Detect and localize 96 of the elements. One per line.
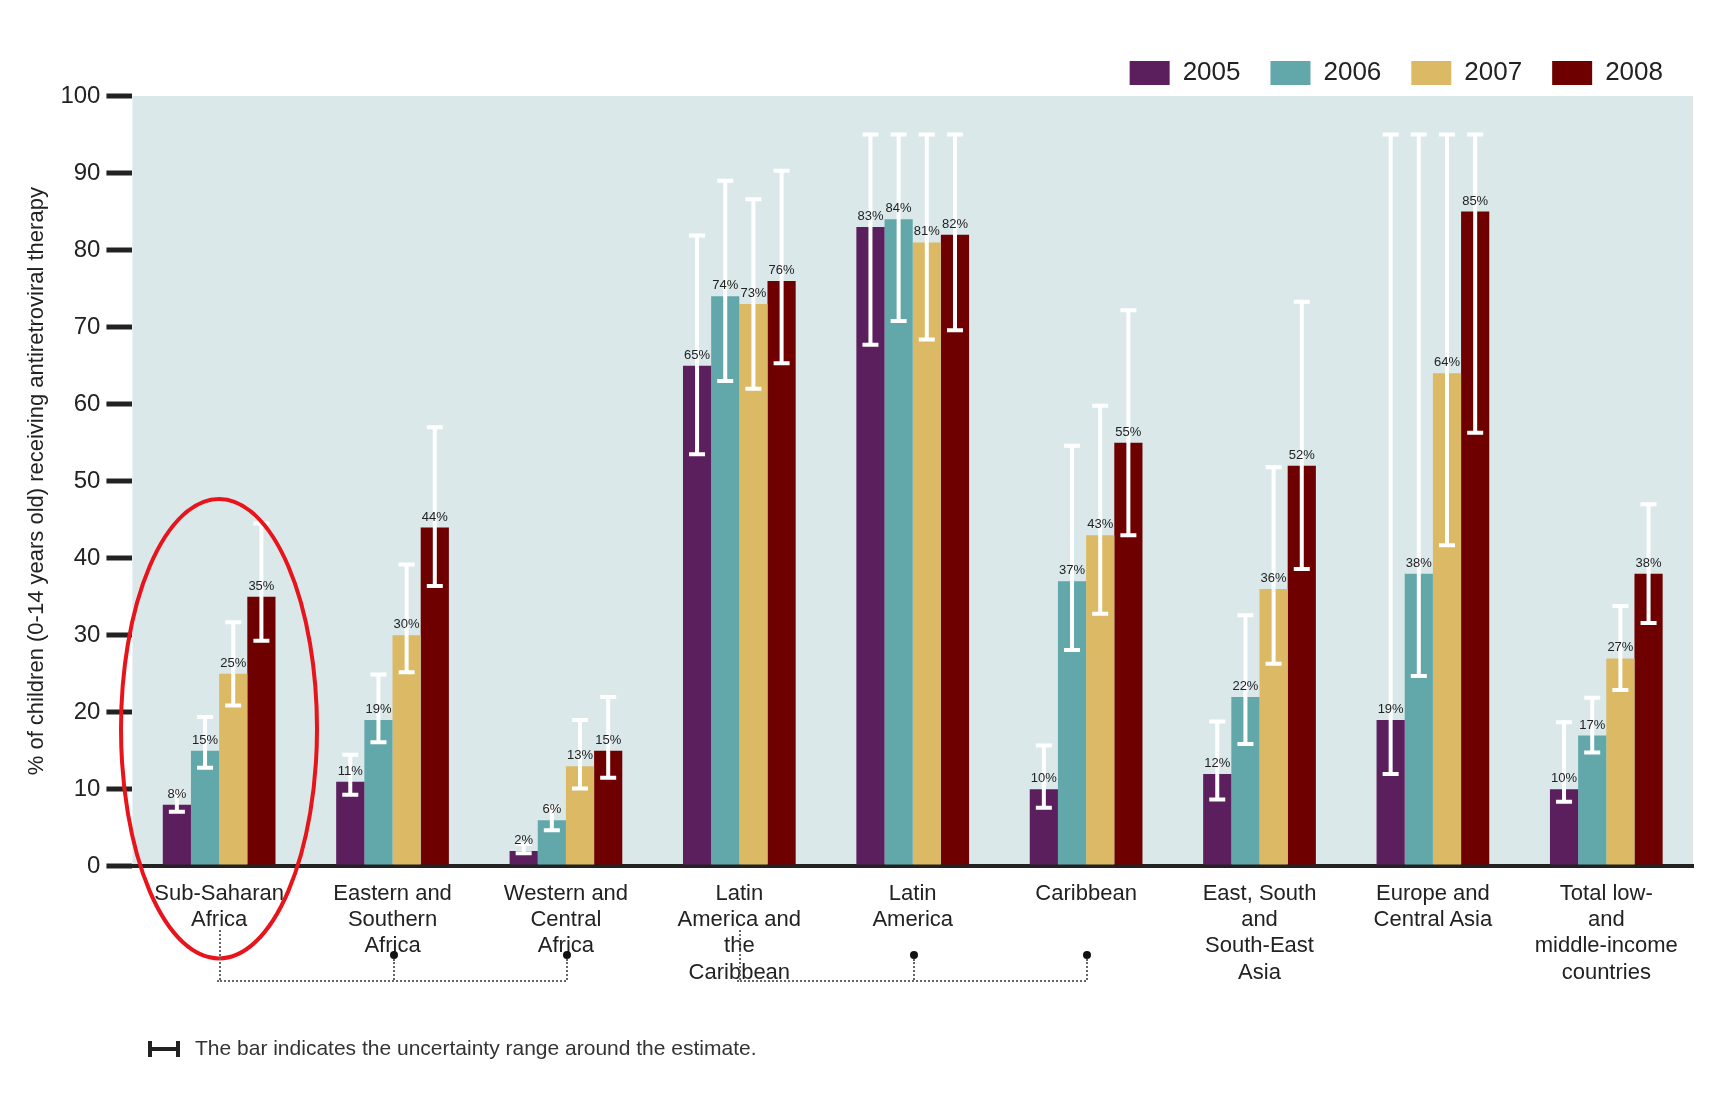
y-tick-label: 50 <box>73 465 101 493</box>
bar <box>537 820 566 865</box>
bar <box>1432 373 1462 865</box>
bar <box>1086 535 1115 865</box>
data-label: 19% <box>1377 701 1405 717</box>
bar <box>884 219 913 865</box>
y-tick-label: 100 <box>60 80 101 108</box>
y-tick-label: 30 <box>73 619 101 647</box>
data-label: 13% <box>567 747 594 763</box>
data-label: 55% <box>1115 423 1142 439</box>
bar <box>219 673 248 865</box>
bar <box>856 226 885 865</box>
bar <box>940 234 970 865</box>
data-label: 35% <box>248 577 275 593</box>
bar <box>767 280 796 865</box>
data-label: 52% <box>1288 446 1316 462</box>
text: The bar indicates the uncertainty range around the estimate. <box>195 1036 757 1060</box>
bar <box>190 750 220 865</box>
x-tick-label: Total low- and middle-income countries <box>1534 879 1678 984</box>
data-label: 17% <box>1579 716 1606 732</box>
bar <box>565 766 595 865</box>
data-label: 27% <box>1607 639 1634 655</box>
data-label: 10% <box>1030 770 1058 786</box>
legend-label: 2008 <box>1605 56 1663 87</box>
y-tick-label: 10 <box>73 773 101 801</box>
bar <box>247 596 276 865</box>
bar <box>1259 589 1288 865</box>
data-label: 6% <box>542 801 562 817</box>
data-label: 2% <box>514 832 534 848</box>
bar <box>1287 465 1316 865</box>
bar <box>1376 720 1405 865</box>
data-label: 22% <box>1232 677 1259 693</box>
data-label: 84% <box>885 200 913 216</box>
bar <box>336 781 365 865</box>
bar <box>1634 573 1663 865</box>
data-label: 83% <box>857 208 884 224</box>
bar <box>1549 789 1579 865</box>
bar <box>1029 789 1058 865</box>
bar <box>1404 573 1433 865</box>
data-label: 38% <box>1405 554 1433 570</box>
x-tick-label: Sub-Saharan Africa <box>154 879 284 932</box>
data-label: 8% <box>167 785 187 801</box>
data-label: 12% <box>1204 755 1231 771</box>
data-label: 25% <box>220 654 247 670</box>
data-label: 37% <box>1059 562 1086 578</box>
data-label: 73% <box>740 285 767 301</box>
x-tick-label: Europe and Central Asia <box>1373 879 1493 932</box>
data-label: 65% <box>684 346 711 362</box>
y-tick-label: 90 <box>73 157 101 185</box>
bar <box>594 750 623 865</box>
x-tick-label: Western and Central Africa <box>503 879 629 958</box>
data-label: 81% <box>913 223 941 239</box>
data-label: 44% <box>421 508 449 524</box>
data-label: 10% <box>1551 770 1578 786</box>
bar <box>1114 442 1143 865</box>
bar <box>1606 658 1635 865</box>
data-label: 30% <box>393 616 421 632</box>
bar <box>392 635 421 865</box>
data-label: 19% <box>365 701 392 717</box>
y-tick-label: 20 <box>73 696 101 724</box>
data-label: 15% <box>192 731 219 747</box>
data-label: 64% <box>1433 354 1461 370</box>
legend-label: 2005 <box>1182 56 1241 87</box>
x-tick-label: Latin America <box>872 879 954 932</box>
data-label: 74% <box>712 277 739 293</box>
y-tick-label: 0 <box>87 851 101 879</box>
bar <box>739 304 768 865</box>
y-tick-label: 80 <box>73 234 101 262</box>
bar <box>1203 773 1232 865</box>
bar <box>420 527 449 865</box>
bar <box>1578 735 1607 865</box>
bar <box>364 720 393 865</box>
legend-label: 2006 <box>1323 56 1382 87</box>
y-tick-label: 60 <box>73 388 101 416</box>
data-label: 36% <box>1260 570 1288 586</box>
legend-label: 2007 <box>1464 56 1523 87</box>
bar <box>162 804 191 865</box>
data-label: 85% <box>1462 192 1489 208</box>
data-label: 38% <box>1635 554 1663 570</box>
bar <box>1231 696 1260 865</box>
x-tick-label: East, South and South-East Asia <box>1202 879 1317 984</box>
bar <box>711 296 740 865</box>
bar <box>912 242 941 865</box>
x-tick-label: Eastern and Southern Africa <box>333 879 452 958</box>
data-label: 43% <box>1087 516 1114 532</box>
data-label: 15% <box>595 731 622 747</box>
data-label: 76% <box>768 261 796 277</box>
x-tick-label: Caribbean <box>1035 879 1137 905</box>
data-label: 11% <box>337 762 364 778</box>
y-tick-label: 40 <box>73 542 101 570</box>
bar <box>1461 211 1490 865</box>
y-tick-label: 70 <box>73 311 101 339</box>
bar <box>682 365 712 865</box>
data-label: 82% <box>941 215 969 231</box>
y-axis-title: % of children (0-14 years old) receiving antiretroviral therapy <box>23 187 49 776</box>
bar <box>1057 581 1087 865</box>
